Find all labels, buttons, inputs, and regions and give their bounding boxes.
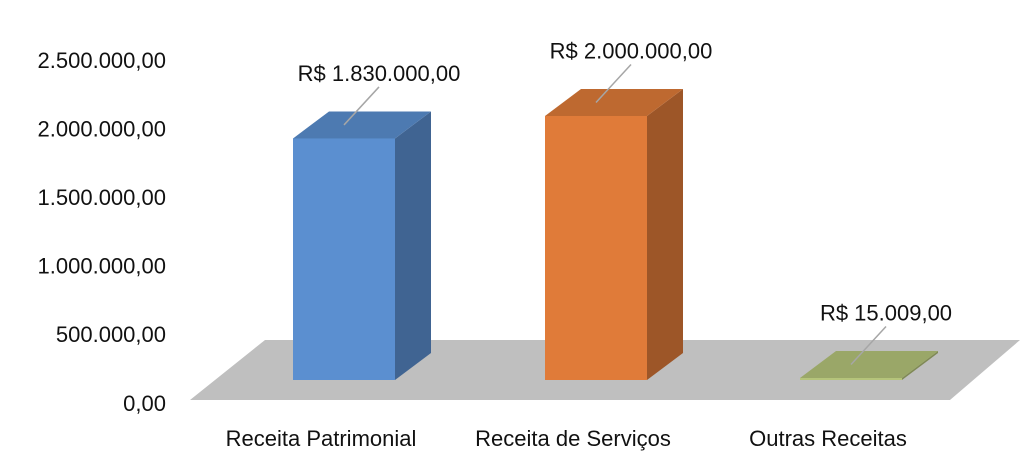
bar-top (293, 111, 431, 139)
x-tick-label: Receita Patrimonial (226, 426, 417, 451)
bar-top (800, 351, 938, 379)
bar (293, 138, 395, 380)
data-label: R$ 2.000.000,00 (550, 38, 713, 63)
y-tick-label: 2.000.000,00 (38, 116, 166, 141)
data-label: R$ 1.830.000,00 (298, 61, 461, 86)
y-tick-label: 1.000.000,00 (38, 254, 166, 279)
y-tick-label: 2.500.000,00 (38, 48, 166, 73)
leader-line (343, 86, 380, 126)
y-tick-label: 500.000,00 (56, 322, 166, 347)
bar-side (902, 351, 938, 380)
leader-line (850, 326, 887, 366)
bar (545, 116, 647, 380)
x-tick-label: Outras Receitas (749, 426, 907, 451)
bar-top (545, 89, 683, 116)
data-label: R$ 15.009,00 (820, 300, 952, 325)
bar (800, 378, 902, 380)
y-tick-label: 1.500.000,00 (38, 185, 166, 210)
leader-line (595, 63, 632, 104)
x-tick-label: Receita de Serviços (475, 426, 671, 451)
y-tick-label: 0,00 (123, 391, 166, 416)
bar-side (647, 89, 683, 380)
bar-side (395, 111, 431, 380)
